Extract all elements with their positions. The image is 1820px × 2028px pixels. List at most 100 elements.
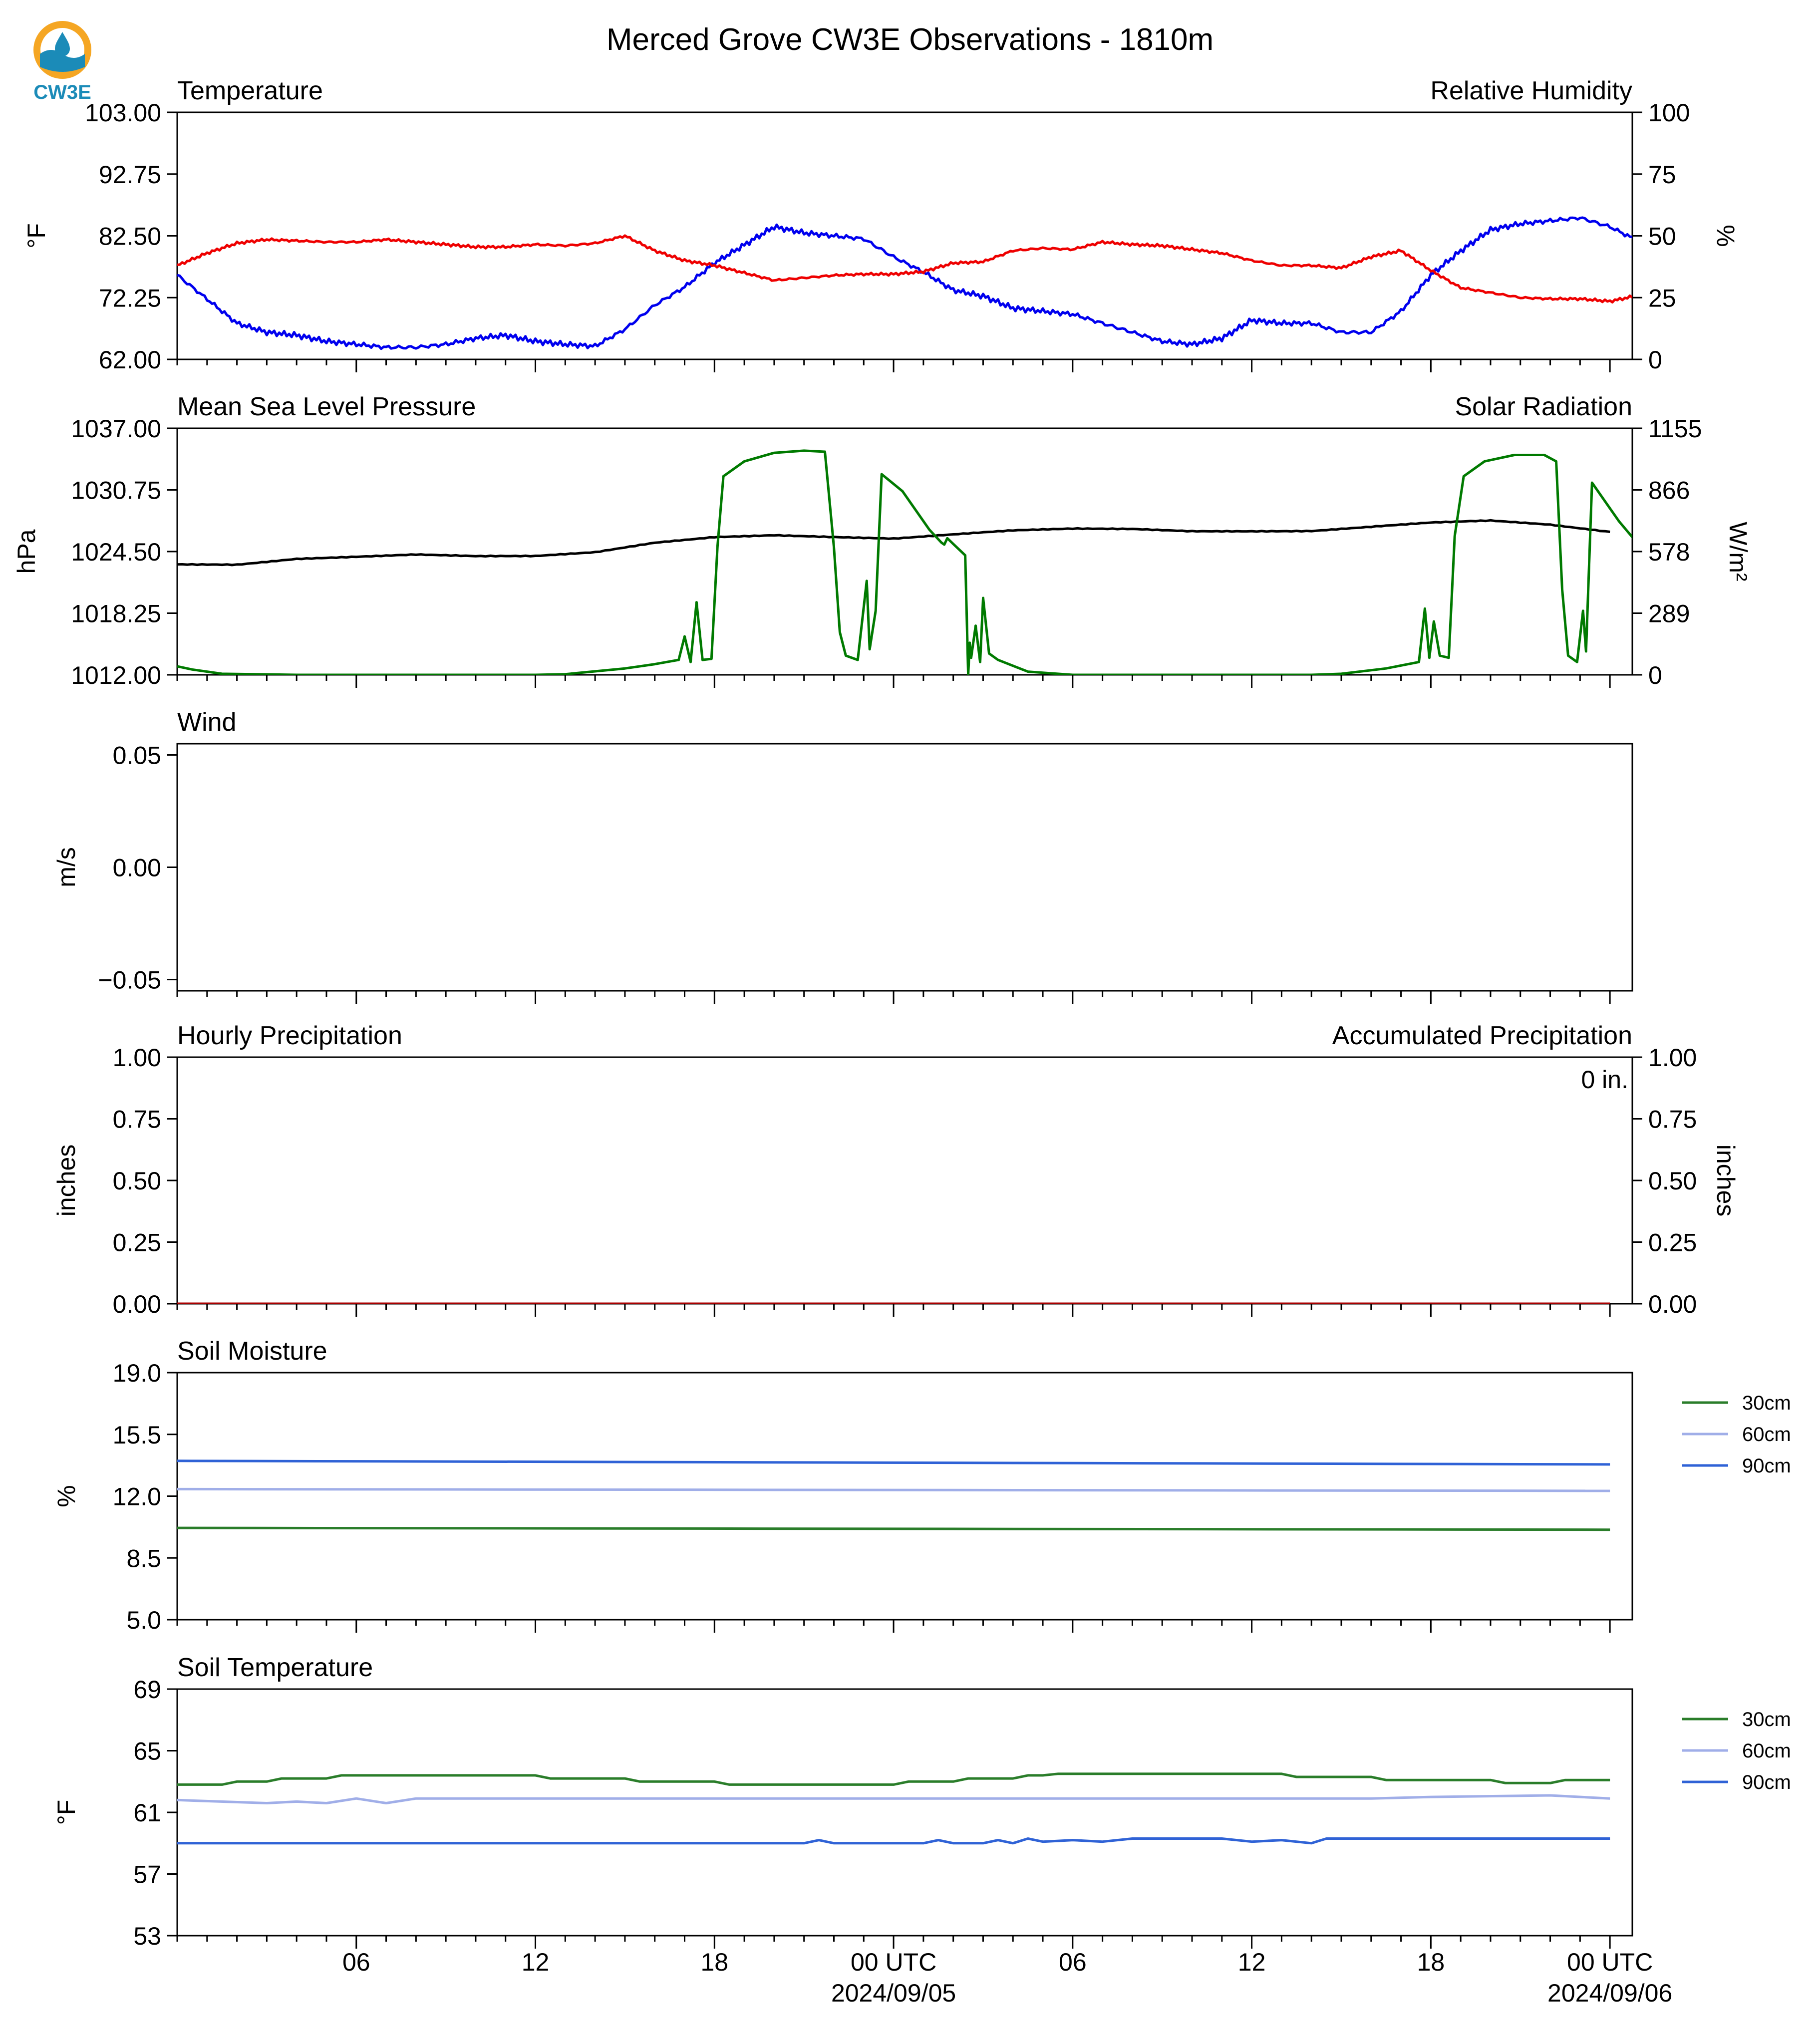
y-right-tick-label: 75 <box>1648 161 1676 189</box>
y-axis-label-right: inches <box>1712 1145 1740 1217</box>
plot-frame <box>176 743 1633 992</box>
panel-title-left: Temperature <box>177 76 323 105</box>
series-group <box>177 449 1632 675</box>
x-tick-label: 06 <box>1059 1948 1087 1976</box>
y-tick-label: 53 <box>133 1922 161 1950</box>
series-line-30cm <box>177 1526 1610 1531</box>
y-tick-label: 12.0 <box>113 1483 161 1511</box>
y-tick-label: 1037.00 <box>71 415 161 443</box>
y-tick-label: 0.00 <box>113 1290 161 1318</box>
chart-panels: 62.00 72.25 82.50 92.75 103.00 0 25 50 75 100 Temp… <box>12 76 1791 1950</box>
x-tick-label: 06 <box>342 1948 370 1976</box>
figure-title: Merced Grove CW3E Observations - 1810m <box>607 22 1213 57</box>
y-tick-label: 0.25 <box>113 1229 161 1257</box>
y-tick-label: 0.00 <box>113 854 161 882</box>
x-axis: 06 12 18 00 UTC 06 12 18 00 UTC 2024/09/05 2024/0… <box>342 1948 1672 2007</box>
y-right-tick-label: 0.25 <box>1648 1229 1697 1257</box>
y-right-tick-label: 0.75 <box>1648 1106 1697 1134</box>
y-tick-label: 0.50 <box>113 1167 161 1195</box>
x-tick-label: 12 <box>522 1948 550 1976</box>
legend-label: 60cm <box>1742 1424 1791 1446</box>
y-right-tick-label: 100 <box>1648 99 1690 127</box>
y-right-tick-label: 578 <box>1648 538 1690 566</box>
panel-title-left: Mean Sea Level Pressure <box>177 392 476 421</box>
panel-soil-moisture: 5.0 8.5 12.0 15.5 19.0 Soil Moisture% 30cm 60cm… <box>52 1337 1791 1634</box>
x-date-label: 2024/09/06 <box>1547 1979 1672 2007</box>
series-line-90cm <box>177 1459 1610 1466</box>
y-tick-label: 1.00 <box>113 1044 161 1072</box>
series-line-mean-sea-level-pressure <box>177 519 1610 567</box>
y-axis-label: % <box>52 1485 80 1507</box>
y-tick-label: 1018.25 <box>71 600 161 628</box>
plot-frame <box>176 111 1633 360</box>
legend-label: 30cm <box>1742 1392 1791 1414</box>
legend-label: 90cm <box>1742 1771 1791 1793</box>
y-tick-label: −0.05 <box>98 966 161 994</box>
y-tick-label: 61 <box>133 1799 161 1827</box>
y-tick-label: 1012.00 <box>71 661 161 689</box>
x-tick-label: 00 UTC <box>1567 1948 1653 1976</box>
panel-title-left: Hourly Precipitation <box>177 1021 402 1050</box>
series-line-solar-radiation <box>177 449 1632 675</box>
y-tick-label: 57 <box>133 1861 161 1889</box>
x-date-label: 2024/09/05 <box>831 1979 956 2007</box>
y-axis-label-right: W/m² <box>1724 522 1752 581</box>
series-line-30cm <box>177 1772 1610 1786</box>
y-tick-label: 65 <box>133 1738 161 1765</box>
y-right-tick-label: 0 <box>1648 661 1662 689</box>
series-line-60cm <box>177 1487 1610 1492</box>
series-group <box>177 1459 1610 1531</box>
panel-title-right: Relative Humidity <box>1430 76 1632 105</box>
panel-temp-rh: 62.00 72.25 82.50 92.75 103.00 0 25 50 75 100 Temp… <box>22 76 1740 374</box>
x-tick-label: 18 <box>700 1948 728 1976</box>
legend-label: 30cm <box>1742 1709 1791 1731</box>
y-right-tick-label: 0.00 <box>1648 1290 1697 1318</box>
series-line-relative-humidity <box>177 234 1632 304</box>
series-line-90cm <box>177 1837 1610 1845</box>
panel-wind: −0.05 0.00 0.05 Wind m/s <box>52 708 1633 1004</box>
y-axis-label-right: % <box>1712 225 1740 247</box>
legend: 30cm 60cm 90cm <box>1682 1709 1791 1793</box>
y-tick-label: 15.5 <box>113 1421 161 1449</box>
legend: 30cm 60cm 90cm <box>1682 1392 1791 1477</box>
y-right-tick-label: 25 <box>1648 284 1676 312</box>
y-axis-label: hPa <box>12 529 40 574</box>
logo-drop-icon <box>55 32 70 56</box>
y-right-tick-label: 1.00 <box>1648 1044 1697 1072</box>
series-group <box>177 1772 1610 1845</box>
y-tick-label: 82.50 <box>99 223 161 251</box>
panel-pressure-solar: 1012.00 1018.25 1024.50 1030.75 1037.00 0 289 5… <box>12 392 1752 689</box>
panel-title-right: Solar Radiation <box>1455 392 1632 421</box>
panel-title-left: Wind <box>177 708 236 737</box>
y-tick-label: 72.25 <box>99 284 161 312</box>
y-tick-label: 8.5 <box>126 1544 161 1572</box>
panel-precip: 0.00 0.25 0.50 0.75 1.00 0.00 0.25 0.50 0.75 1.00… <box>52 1021 1740 1318</box>
y-tick-label: 0.75 <box>113 1106 161 1134</box>
x-tick-label: 00 UTC <box>851 1948 936 1976</box>
y-right-tick-label: 1155 <box>1648 415 1702 443</box>
logo-text: CW3E <box>33 81 91 103</box>
plot-frame <box>176 1056 1633 1305</box>
y-axis-label: inches <box>52 1145 80 1217</box>
y-tick-label: 19.0 <box>113 1359 161 1387</box>
y-right-tick-label: 289 <box>1648 600 1690 628</box>
legend-label: 60cm <box>1742 1740 1791 1762</box>
y-axis-label: °F <box>52 1800 80 1825</box>
logo-wave-icon <box>40 50 85 72</box>
y-axis-label: m/s <box>52 847 80 887</box>
x-tick-label: 18 <box>1417 1948 1445 1976</box>
y-right-tick-label: 0.50 <box>1648 1167 1697 1195</box>
y-right-tick-label: 0 <box>1648 346 1662 374</box>
y-axis-label: °F <box>22 223 50 249</box>
panel-title-left: Soil Temperature <box>177 1653 373 1682</box>
panel-title-left: Soil Moisture <box>177 1337 327 1366</box>
y-tick-label: 62.00 <box>99 346 161 374</box>
y-tick-label: 69 <box>133 1676 161 1704</box>
plot-frame <box>176 1688 1633 1937</box>
cw3e-logo: CW3E <box>33 21 91 103</box>
y-tick-label: 5.0 <box>126 1606 161 1634</box>
legend-label: 90cm <box>1742 1455 1791 1477</box>
panel-title-right: Accumulated Precipitation <box>1332 1021 1632 1050</box>
